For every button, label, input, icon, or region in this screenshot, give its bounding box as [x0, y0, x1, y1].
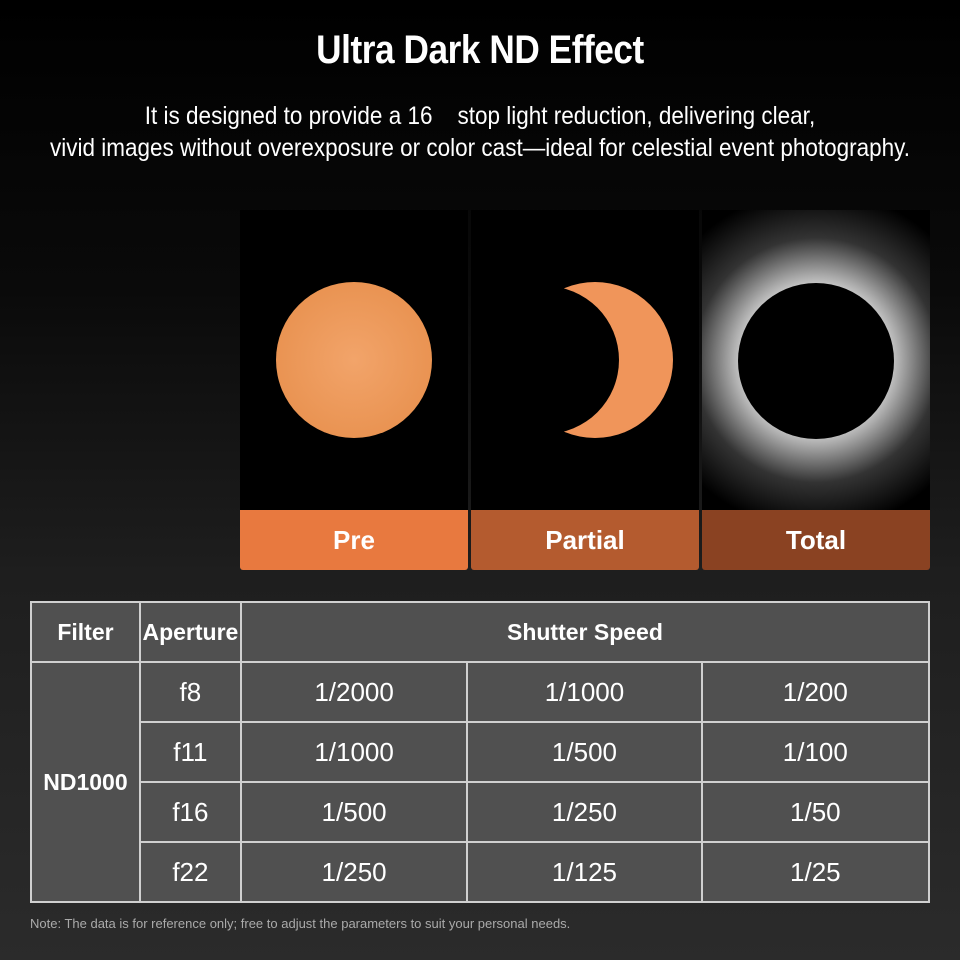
label-total: Total — [702, 510, 930, 570]
speed-cell: 1/250 — [466, 781, 703, 843]
speed-cell: 1/100 — [700, 721, 931, 783]
sun-total-image — [702, 210, 930, 510]
speed-cell: 1/500 — [466, 721, 703, 783]
aperture-cell: f16 — [138, 781, 242, 843]
header-filter: Filter — [30, 601, 141, 663]
label-pre: Pre — [240, 510, 468, 570]
sun-pre-image — [240, 210, 468, 510]
footnote: Note: The data is for reference only; fr… — [30, 916, 571, 931]
filter-cell: ND1000 — [30, 661, 141, 903]
header-shutter-speed: Shutter Speed — [239, 601, 931, 663]
sun-partial-image — [471, 210, 699, 510]
panel-pre: Pre — [240, 210, 468, 570]
speed-cell: 1/2000 — [239, 661, 469, 723]
aperture-cell: f11 — [138, 721, 242, 783]
speed-cell: 1/125 — [466, 841, 703, 903]
panel-total: Total — [702, 210, 930, 570]
subtitle-line: It is designed to provide a 16 stop ligh… — [144, 102, 816, 130]
speed-cell: 1/250 — [239, 841, 469, 903]
subtitle: It is designed to provide a 16 stop ligh… — [48, 100, 912, 164]
aperture-cell: f22 — [138, 841, 242, 903]
speed-cell: 1/1000 — [466, 661, 703, 723]
header-aperture: Aperture — [138, 601, 242, 663]
panel-partial: Partial — [471, 210, 699, 570]
speed-cell: 1/1000 — [239, 721, 469, 783]
speed-cell: 1/25 — [700, 841, 931, 903]
label-partial: Partial — [471, 510, 699, 570]
subtitle-line: vivid images without overexposure or col… — [49, 134, 911, 162]
speed-cell: 1/500 — [239, 781, 469, 843]
aperture-cell: f8 — [138, 661, 242, 723]
speed-cell: 1/200 — [700, 661, 931, 723]
speed-cell: 1/50 — [700, 781, 931, 843]
page-title: Ultra Dark ND Effect — [316, 28, 644, 72]
settings-table: Filter Aperture Shutter Speed ND1000 f8 … — [30, 601, 931, 903]
